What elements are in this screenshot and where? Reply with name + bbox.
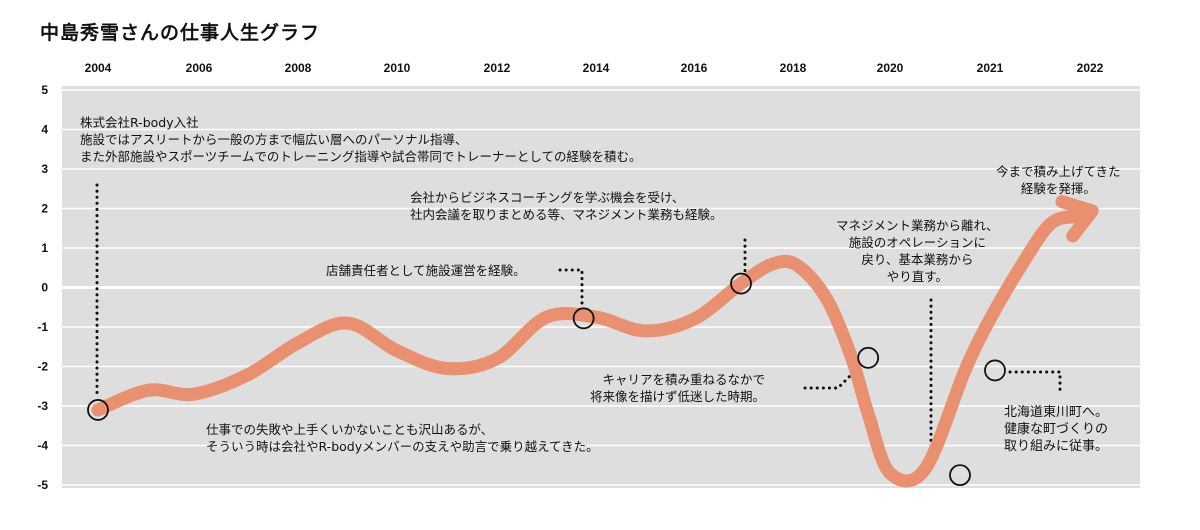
annotation-line: 北海道東川町へ。 bbox=[1004, 405, 1109, 420]
annotation-line: また外部施設やスポーツチームでのトレーニング指導や試合帯同でトレーナーとしての経… bbox=[80, 149, 642, 164]
y-tick-label: 3 bbox=[41, 162, 48, 176]
annotation-line: 社内会議を取りまとめる等、マネジメント業務も経験。 bbox=[410, 207, 723, 222]
annotation-line: 健康な町づくりの bbox=[1004, 422, 1109, 437]
milestone-marker bbox=[984, 359, 1006, 382]
annotation-restart: マネジメント業務から離れ、 施設のオペレーションに 戻り、基本業務から やり直す… bbox=[836, 217, 999, 285]
milestone-marker bbox=[87, 399, 109, 421]
leader-line bbox=[1008, 370, 1062, 394]
y-tick-label: 1 bbox=[41, 241, 48, 255]
x-tick-label: 2004 bbox=[85, 61, 112, 75]
annotation-line: やり直す。 bbox=[886, 269, 948, 284]
annotation-failures: 仕事での失敗や上手くいかないことも沢山あるが、 そういう時は会社やR-bodyメ… bbox=[206, 421, 599, 455]
annotation-line: 戻り、基本業務から bbox=[861, 252, 974, 267]
annotation-line: 株式会社R-body入社 bbox=[80, 115, 199, 130]
milestone-marker bbox=[572, 307, 595, 330]
x-tick-label: 2020 bbox=[877, 61, 904, 75]
y-tick-label: 2 bbox=[41, 202, 48, 216]
milestone-marker bbox=[857, 346, 880, 369]
annotation-higashikawa: 北海道東川町へ。 健康な町づくりの 取り組みに従事。 bbox=[1004, 404, 1108, 455]
y-tick-label: 4 bbox=[41, 123, 48, 137]
career-curve-line bbox=[91, 209, 1082, 488]
annotation-line: 会社からビジネスコーチングを学ぶ機会を受け、 bbox=[410, 190, 685, 205]
x-tick-label: 2006 bbox=[186, 61, 213, 75]
annotation-line: 将来像を描けず低迷した時期。 bbox=[590, 389, 766, 404]
annotation-experience: 今まで積み上げてきた 経験を発揮。 bbox=[996, 163, 1121, 197]
annotation-r-body-joined: 株式会社R-body入社 施設ではアスリートから一般の方まで幅広い層へのパーソナ… bbox=[80, 114, 642, 165]
y-axis-ticks: 5 4 3 2 1 0 -1 -2 -3 -4 -5 bbox=[37, 83, 48, 492]
annotation-line: 店舗責任者として施設運営を経験。 bbox=[326, 263, 526, 278]
annotation-line: キャリアを積み重ねるなかで bbox=[602, 372, 766, 387]
milestone-marker bbox=[730, 272, 752, 295]
x-tick-label: 2008 bbox=[285, 61, 312, 75]
y-tick-label: -4 bbox=[37, 439, 48, 453]
milestone-markers bbox=[87, 272, 1006, 487]
arrowhead bbox=[1055, 195, 1099, 243]
annotation-line: 施設ではアスリートから一般の方まで幅広い層へのパーソナル指導、 bbox=[80, 132, 468, 147]
x-tick-label: 2014 bbox=[583, 61, 610, 75]
chart-title: 中島秀雪さんの仕事人生グラフ bbox=[40, 22, 321, 44]
x-tick-label: 2012 bbox=[484, 61, 511, 75]
annotation-line: マネジメント業務から離れ、 bbox=[836, 218, 999, 233]
annotation-store-manager: 店舗責任者として施設運営を経験。 bbox=[326, 262, 526, 279]
y-tick-label: 0 bbox=[41, 281, 48, 295]
annotation-line: 今まで積み上げてきた bbox=[996, 164, 1121, 179]
x-tick-label: 2010 bbox=[384, 61, 411, 75]
y-tick-label: -5 bbox=[37, 478, 48, 492]
y-tick-label: -2 bbox=[37, 360, 48, 374]
annotation-business-coaching: 会社からビジネスコーチングを学ぶ機会を受け、 社内会議を取りまとめる等、マネジメ… bbox=[410, 189, 723, 223]
x-tick-label: 2022 bbox=[1077, 61, 1104, 75]
annotation-line: 施設のオペレーションに bbox=[848, 235, 986, 250]
annotation-line: 経験を発揮。 bbox=[1020, 181, 1096, 196]
x-axis-ticks: 2004 2006 2008 2010 2012 2014 2016 2018 2020 2021… bbox=[85, 61, 1104, 75]
y-tick-label: 5 bbox=[41, 83, 48, 97]
x-tick-label: 2016 bbox=[681, 61, 708, 75]
y-tick-label: -3 bbox=[37, 399, 48, 413]
leader-line bbox=[558, 268, 584, 308]
milestone-marker bbox=[949, 464, 971, 487]
annotation-line: 取り組みに従事。 bbox=[1004, 439, 1109, 454]
x-tick-label: 2018 bbox=[780, 61, 807, 75]
annotation-line: そういう時は会社やR-bodyメンバーの支えや助言で乗り越えてきた。 bbox=[206, 439, 599, 454]
y-tick-label: -1 bbox=[37, 320, 48, 334]
x-tick-label: 2021 bbox=[977, 61, 1004, 75]
annotation-slump: キャリアを積み重ねるなかで 将来像を描けず低迷した時期。 bbox=[590, 371, 765, 405]
annotation-line: 仕事での失敗や上手くいかないことも沢山あるが、 bbox=[206, 422, 494, 437]
